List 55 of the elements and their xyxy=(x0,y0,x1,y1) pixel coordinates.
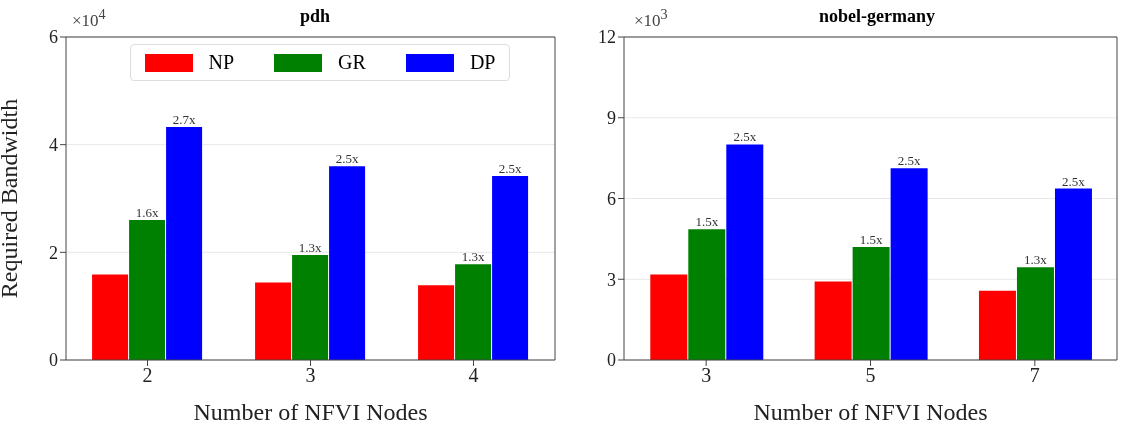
annotation: 2.5x xyxy=(897,153,921,169)
x-tick-label: 3 xyxy=(701,364,712,387)
bar xyxy=(890,168,928,360)
bar xyxy=(852,246,890,360)
annotation: 1.3x xyxy=(1024,252,1048,268)
legend-label: DP xyxy=(469,51,496,74)
bar xyxy=(688,229,726,360)
y-tick-label: 3 xyxy=(607,269,616,290)
x-tick-label: 5 xyxy=(865,364,876,387)
annotation: 2.7x xyxy=(172,111,196,127)
bar xyxy=(92,274,129,360)
bar xyxy=(1016,267,1054,360)
legend-label: NP xyxy=(208,51,235,74)
x-tick-label: 4 xyxy=(468,364,479,387)
bar xyxy=(129,220,166,360)
y-tick-label: 12 xyxy=(598,27,616,48)
y-tick-label: 9 xyxy=(607,108,616,129)
bar xyxy=(492,175,529,360)
x-tick-label: 2 xyxy=(142,364,153,387)
text: ×10$^{4}$ xyxy=(72,6,106,31)
y-tick-label: 6 xyxy=(607,188,616,209)
x-tick-label: 3 xyxy=(305,364,316,387)
bar xyxy=(455,264,492,360)
annotation: 1.3x xyxy=(298,240,322,256)
x-tick-label: 7 xyxy=(1029,364,1040,387)
annotation: 2.5x xyxy=(335,151,359,167)
bar xyxy=(978,290,1016,360)
annotation: 1.5x xyxy=(695,214,719,230)
x-axis-title: Number of NFVI Nodes xyxy=(753,399,988,425)
bar xyxy=(329,166,366,360)
y-tick-label: 4 xyxy=(49,135,58,156)
annotation: 2.5x xyxy=(1062,173,1086,189)
annotation: 2.5x xyxy=(733,129,757,145)
chart-title: pdh xyxy=(299,6,331,26)
annotation: 2.5x xyxy=(498,160,522,176)
chart-title: nobel-germany xyxy=(819,6,935,26)
bar xyxy=(814,281,852,360)
annotation: 1.3x xyxy=(461,249,485,265)
annotation: 1.5x xyxy=(859,231,883,247)
bar xyxy=(292,255,329,360)
bar xyxy=(650,274,688,360)
y-tick-label: 6 xyxy=(49,27,58,48)
text: ×10$^{3}$ xyxy=(634,6,668,31)
y-tick-label: 0 xyxy=(607,350,616,371)
bar xyxy=(726,144,764,360)
annotation: 1.6x xyxy=(135,205,159,221)
y-axis-title: Required Bandwidth xyxy=(0,98,22,299)
bar xyxy=(418,285,455,360)
legend-label: GR xyxy=(338,51,366,74)
y-tick-label: 0 xyxy=(49,350,58,371)
bar xyxy=(166,126,203,360)
y-tick-label: 2 xyxy=(49,242,58,263)
bar xyxy=(255,282,292,360)
bar xyxy=(1054,188,1092,360)
x-axis-title: Number of NFVI Nodes xyxy=(193,399,428,425)
